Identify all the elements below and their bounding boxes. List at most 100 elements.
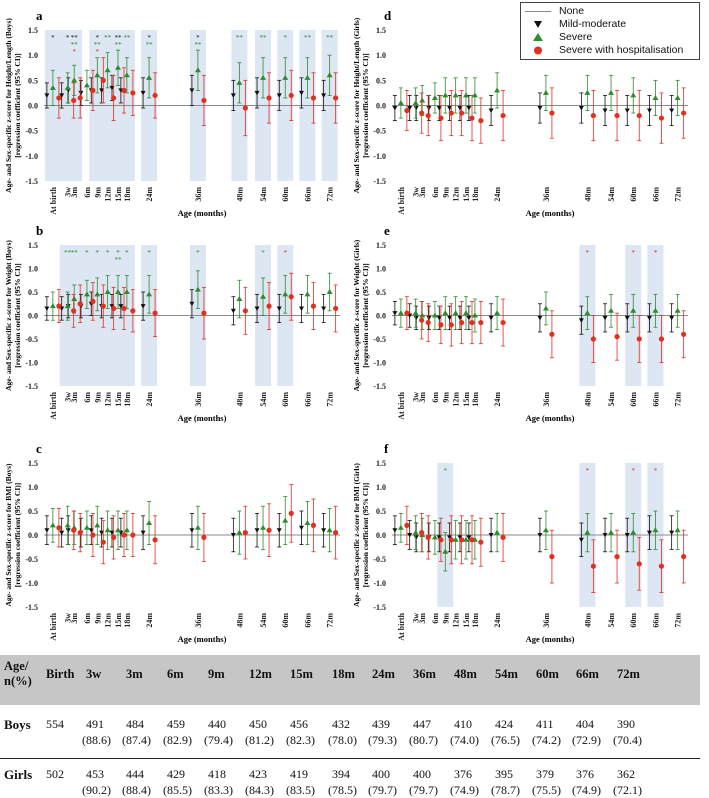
table-cell-n: 404 bbox=[576, 717, 594, 731]
point-hosp bbox=[459, 319, 465, 326]
table-cell-n: 394 bbox=[332, 767, 350, 781]
point-mild bbox=[602, 533, 608, 538]
significance-star: * bbox=[66, 34, 70, 42]
legend-label: Severe with hospitalisation bbox=[559, 44, 684, 56]
panel-label: a bbox=[36, 8, 43, 23]
y-tick-label: 0.5 bbox=[376, 507, 386, 516]
table-row-label: Boys bbox=[4, 717, 31, 732]
x-tick-label: At birth bbox=[49, 186, 58, 214]
point-mild bbox=[669, 530, 675, 536]
table-cell-n: 423 bbox=[249, 767, 267, 781]
x-tick-label: 60m bbox=[629, 392, 638, 407]
legend-label: None bbox=[559, 5, 585, 17]
x-tick-label: 15m bbox=[114, 392, 123, 407]
y-axis-title: Age- and Sex-specific z-score for Height… bbox=[352, 17, 361, 193]
x-tick-label: 36m bbox=[194, 187, 203, 202]
point-mild bbox=[321, 528, 327, 533]
point-severe bbox=[83, 524, 90, 530]
point-hosp bbox=[448, 537, 454, 543]
point-hosp bbox=[152, 310, 158, 316]
x-tick-label: 3w bbox=[64, 613, 73, 623]
x-tick-label: 3m bbox=[70, 392, 79, 403]
point-severe bbox=[115, 527, 121, 533]
significance-star: * bbox=[106, 249, 110, 257]
y-axis-title: [regression coefficient (95% CI)] bbox=[361, 263, 370, 367]
point-mild bbox=[624, 315, 630, 321]
table-cell-pct: (82.3) bbox=[286, 733, 315, 747]
point-mild bbox=[298, 90, 304, 96]
table-header-cell: 48m bbox=[454, 667, 477, 681]
table-cell-pct: (74.0) bbox=[450, 733, 479, 747]
table-cell-n: 440 bbox=[208, 717, 226, 731]
point-hosp bbox=[201, 310, 207, 316]
table-cell-pct: (70.4) bbox=[613, 733, 642, 747]
table-header-cell: 12m bbox=[249, 667, 272, 681]
table-cell-n: 459 bbox=[167, 717, 185, 731]
x-tick-label: 72m bbox=[674, 613, 683, 628]
x-tick-label: 9m bbox=[93, 187, 102, 198]
x-tick-label: 15m bbox=[114, 613, 123, 628]
point-hosp bbox=[419, 317, 425, 323]
point-severe bbox=[542, 305, 549, 311]
point-mild bbox=[140, 304, 146, 309]
y-tick-label: -1.5 bbox=[25, 177, 38, 186]
significance-star: ** bbox=[194, 41, 202, 49]
point-mild bbox=[646, 530, 652, 536]
significance-star: ** bbox=[94, 41, 102, 49]
point-mild bbox=[44, 93, 50, 98]
point-mild bbox=[321, 306, 327, 311]
x-tick-label: 66m bbox=[651, 187, 660, 202]
x-tick-label: 48m bbox=[583, 613, 592, 628]
point-mild bbox=[140, 530, 146, 536]
point-mild bbox=[189, 88, 195, 93]
y-tick-label: -1.5 bbox=[373, 603, 386, 612]
x-axis-title: Age (months) bbox=[178, 208, 227, 218]
x-tick-label: 54m bbox=[607, 392, 616, 407]
point-hosp bbox=[130, 532, 136, 538]
point-severe bbox=[652, 527, 659, 533]
point-severe bbox=[94, 291, 101, 297]
significance-star: ** bbox=[115, 34, 123, 42]
point-hosp bbox=[310, 95, 317, 101]
point-severe bbox=[123, 72, 130, 78]
point-hosp bbox=[90, 532, 96, 538]
point-mild bbox=[602, 108, 608, 114]
x-tick-label: 36m bbox=[194, 613, 203, 628]
x-tick-label: 24m bbox=[493, 613, 502, 628]
table-cell-pct: (83.3) bbox=[204, 783, 233, 797]
x-tick-label: 6m bbox=[83, 187, 92, 198]
significance-star: * bbox=[196, 249, 200, 257]
point-mild bbox=[488, 315, 494, 321]
significance-star: * bbox=[125, 249, 129, 257]
point-hosp bbox=[288, 92, 294, 99]
legend-label: Mild-moderate bbox=[559, 18, 627, 30]
table-cell-n: 410 bbox=[454, 717, 472, 731]
point-mild bbox=[44, 528, 50, 533]
y-axis-title: Age- and Sex-specific z-score for BMI (G… bbox=[352, 463, 361, 607]
point-mild bbox=[189, 528, 195, 533]
x-axis-title: Age (months) bbox=[178, 634, 227, 644]
table-cell-n: 450 bbox=[249, 717, 267, 731]
panel-label: c bbox=[36, 441, 42, 456]
point-severe bbox=[260, 293, 267, 299]
point-severe bbox=[236, 296, 243, 302]
table-cell-pct: (76.5) bbox=[491, 733, 520, 747]
table-cell-pct: (74.9) bbox=[450, 783, 479, 797]
table-header-cell: Birth bbox=[46, 667, 75, 681]
x-tick-label: 66m bbox=[651, 392, 660, 407]
point-mild bbox=[392, 311, 398, 316]
x-tick-label: 3w bbox=[64, 187, 73, 197]
x-tick-label: 36m bbox=[542, 613, 551, 628]
point-severe bbox=[71, 296, 78, 302]
legend-item-mild: Mild-moderate bbox=[521, 18, 699, 31]
point-hosp bbox=[71, 308, 77, 314]
point-hosp bbox=[266, 527, 272, 533]
point-mild bbox=[466, 315, 472, 321]
point-hosp bbox=[77, 530, 83, 536]
table-cell-pct: (74.2) bbox=[532, 733, 561, 747]
x-tick-label: 6m bbox=[431, 613, 440, 624]
y-tick-label: 1.0 bbox=[28, 51, 38, 60]
point-hosp bbox=[121, 87, 127, 93]
point-severe bbox=[431, 534, 438, 540]
table-cell-pct: (78.7) bbox=[491, 783, 520, 797]
